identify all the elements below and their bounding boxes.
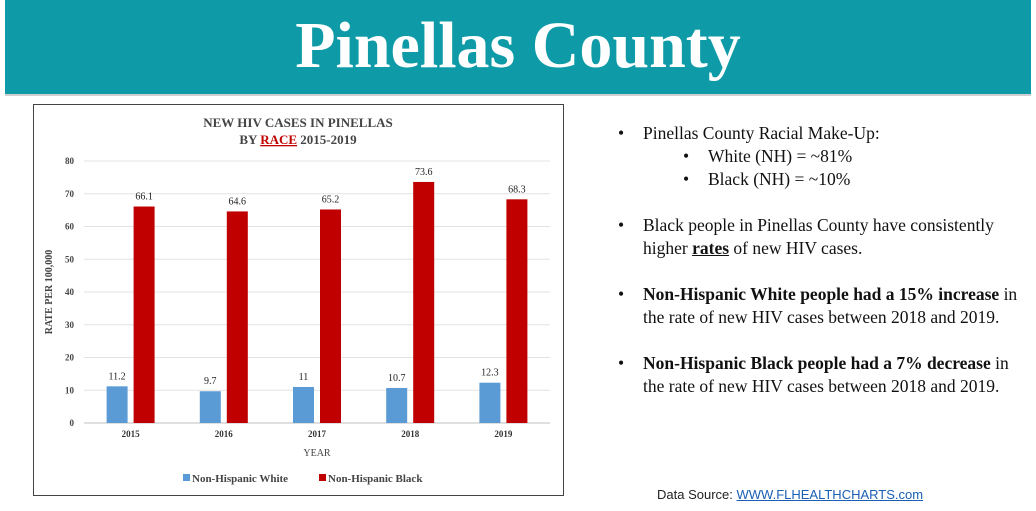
y-axis-label: RATE PER 100,000 — [44, 250, 55, 335]
x-axis-label: YEAR — [303, 448, 331, 459]
y-tick-label: 70 — [65, 189, 75, 199]
x-tick-label: 2016 — [215, 429, 234, 439]
bullet-dot: • — [618, 353, 625, 373]
bullet-text: in the rate of new HIV cases between 201… — [643, 353, 1009, 396]
legend-label: Non-Hispanic White — [192, 473, 288, 485]
bar — [320, 209, 341, 423]
bar — [133, 206, 155, 423]
title-banner: Pinellas County — [5, 0, 1031, 96]
y-tick-label: 0 — [70, 418, 75, 428]
bullet-list: • Pinellas County Racial Make-Up: • Whit… — [618, 122, 1028, 421]
sub-bullet-text: Black (NH) = ~10% — [708, 169, 851, 189]
bar — [413, 181, 435, 423]
bullet-dot: • — [618, 284, 625, 304]
bar — [386, 387, 408, 423]
bar — [226, 211, 248, 423]
data-source-label: Data Source: — [657, 487, 737, 502]
data-label: 65.2 — [322, 194, 340, 205]
data-label: 64.6 — [229, 196, 247, 207]
bullet-text: Black people in Pinellas County have con… — [643, 215, 994, 258]
x-tick-label: 2015 — [122, 429, 141, 439]
chart-subtitle: BY RACE 2015-2019 — [239, 132, 357, 147]
chart-frame: NEW HIV CASES IN PINELLAS BY RACE 2015-20… — [33, 104, 564, 496]
y-tick-label: 10 — [65, 385, 75, 395]
bullet-dot: • — [618, 123, 625, 143]
bullet-white-increase: • Non-Hispanic White people had a 15% in… — [618, 283, 1028, 329]
bar — [106, 386, 128, 423]
bar-chart: NEW HIV CASES IN PINELLAS BY RACE 2015-20… — [44, 115, 550, 485]
y-tick-label: 40 — [65, 287, 75, 297]
bullet-emphasis: rates — [692, 238, 730, 258]
bullet-text: of new HIV cases. — [729, 238, 863, 258]
data-label: 12.3 — [481, 368, 499, 379]
data-label: 73.6 — [415, 167, 433, 178]
x-tick-label: 2018 — [401, 429, 420, 439]
page-title: Pinellas County — [295, 9, 741, 82]
legend-label: Non-Hispanic Black — [328, 473, 423, 485]
y-tick-label: 80 — [65, 156, 75, 166]
data-label: 68.3 — [508, 184, 526, 195]
bullet-bold-text: Non-Hispanic Black people had a 7% decre… — [643, 353, 991, 373]
bullet-higher-rates: • Black people in Pinellas County have c… — [618, 214, 1028, 260]
bullet-text: Pinellas County Racial Make-Up: — [643, 123, 880, 143]
bullet-dot: • — [683, 169, 690, 189]
bullet-text: in the rate of new HIV cases between 201… — [643, 284, 1018, 327]
bullet-black-decrease: • Non-Hispanic Black people had a 7% dec… — [618, 352, 1028, 398]
bar — [506, 199, 528, 423]
chart-subtitle-prefix: BY — [239, 132, 260, 147]
sub-bullet-black: • Black (NH) = ~10% — [643, 168, 1028, 191]
legend-swatch — [319, 474, 326, 481]
bar — [293, 386, 314, 423]
sub-bullet-text: White (NH) = ~81% — [708, 146, 853, 166]
bar — [199, 391, 221, 423]
x-tick-label: 2017 — [308, 429, 327, 439]
sub-bullet-white: • White (NH) = ~81% — [643, 145, 1028, 168]
bullet-dot: • — [683, 146, 690, 166]
y-tick-label: 50 — [65, 254, 75, 264]
chart-subtitle-suffix: 2015-2019 — [297, 132, 357, 147]
data-label: 66.1 — [135, 192, 153, 203]
bullet-racial-makeup: • Pinellas County Racial Make-Up: • Whit… — [618, 122, 1028, 191]
chart-subtitle-emphasis: RACE — [260, 132, 297, 147]
data-source-link[interactable]: WWW.FLHEALTHCHARTS.com — [736, 487, 924, 502]
y-tick-label: 20 — [65, 353, 75, 363]
data-label: 10.7 — [388, 373, 406, 384]
legend-swatch — [183, 474, 190, 481]
data-label: 11 — [299, 372, 309, 383]
y-tick-label: 60 — [65, 222, 75, 232]
bar — [479, 382, 501, 423]
bullet-bold-text: Non-Hispanic White people had a 15% incr… — [643, 284, 1000, 304]
data-label: 9.7 — [204, 376, 217, 387]
data-label: 11.2 — [109, 371, 126, 382]
x-tick-label: 2019 — [494, 429, 513, 439]
chart-title: NEW HIV CASES IN PINELLAS — [203, 115, 393, 130]
data-source: Data Source: WWW.FLHEALTHCHARTS.com — [657, 487, 923, 502]
bullet-dot: • — [618, 215, 625, 235]
y-tick-label: 30 — [65, 320, 75, 330]
